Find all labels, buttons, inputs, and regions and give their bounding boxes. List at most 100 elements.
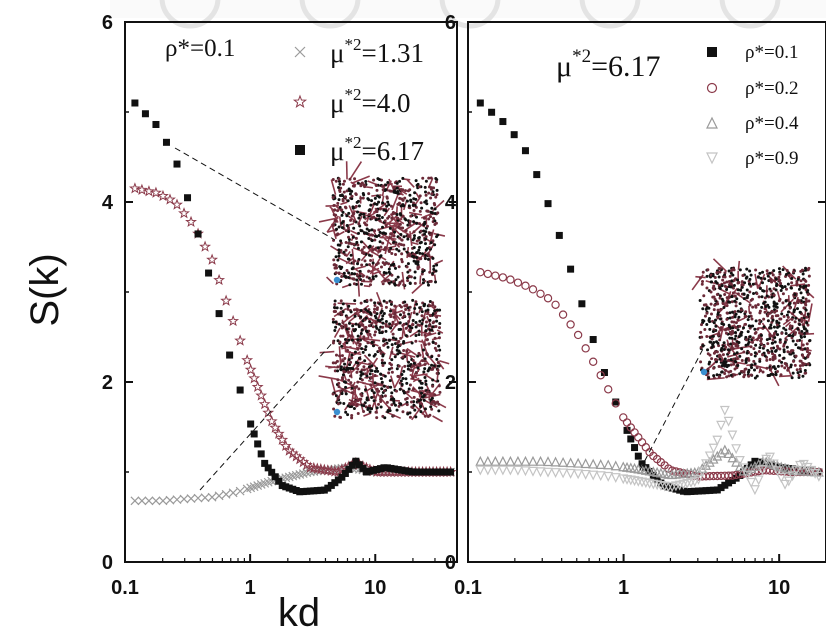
- data-point: [802, 462, 813, 473]
- inset-particle: [367, 253, 371, 257]
- inset-particle: [758, 286, 762, 290]
- inset-particle: [753, 327, 757, 331]
- inset-particle: [370, 239, 374, 243]
- inset-particle: [352, 219, 356, 223]
- inset-particle: [343, 356, 347, 360]
- inset-particle: [421, 281, 425, 285]
- inset-particle: [749, 345, 753, 349]
- inset-particle: [376, 261, 380, 265]
- legend-label-rho-0.4: ρ*=0.4: [745, 113, 799, 134]
- inset-particle: [701, 270, 705, 274]
- inset-particle: [363, 259, 367, 263]
- inset-particle: [375, 416, 379, 420]
- data-point: [565, 468, 576, 479]
- inset-particle: [716, 308, 720, 312]
- inset-particle: [745, 357, 749, 361]
- inset-chain-segment: [325, 365, 339, 369]
- inset-particle: [427, 324, 431, 328]
- inset-particle: [399, 232, 403, 236]
- inset-particle: [400, 252, 404, 256]
- inset-particle: [434, 280, 438, 284]
- data-point: [668, 484, 676, 492]
- data-point: [373, 465, 381, 473]
- inset-particle: [412, 311, 416, 315]
- inset-particle: [758, 346, 762, 350]
- legend-marker: [707, 47, 717, 57]
- inset-particle: [337, 254, 341, 258]
- inset-chain-segment: [339, 378, 358, 389]
- data-point: [712, 450, 723, 461]
- inset-particle: [775, 370, 779, 374]
- inset-particle: [437, 409, 441, 413]
- inset-particle: [718, 313, 722, 317]
- data-point: [214, 491, 224, 501]
- inset-particle: [703, 314, 707, 318]
- data-point: [298, 469, 308, 478]
- inset-particle: [384, 188, 388, 192]
- inset-particle: [412, 234, 416, 238]
- inset-particle: [354, 204, 358, 208]
- inset-particle: [386, 345, 390, 349]
- data-point: [269, 421, 282, 433]
- inset-particle: [736, 309, 740, 313]
- inset-particle: [436, 368, 440, 372]
- inset-chain-segment: [326, 215, 340, 233]
- inset-particle: [701, 307, 705, 311]
- inset-particle: [761, 370, 765, 374]
- inset-particle: [414, 321, 418, 325]
- inset-particle: [785, 268, 789, 272]
- inset-particle: [362, 279, 366, 283]
- inset-particle: [418, 245, 422, 249]
- data-point: [475, 455, 486, 466]
- inset-particle: [370, 395, 374, 399]
- inset-particle: [803, 368, 807, 372]
- inset-particle: [399, 402, 403, 406]
- data-point: [205, 269, 213, 277]
- inset-particle: [378, 346, 382, 350]
- inset-particle: [431, 384, 435, 388]
- data-point: [727, 452, 738, 463]
- y-tick-label: 4: [445, 192, 457, 214]
- data-point: [355, 461, 363, 469]
- inset-particle: [380, 225, 384, 229]
- inset-particle: [377, 389, 381, 393]
- inset-particle: [728, 274, 732, 278]
- data-point: [213, 273, 226, 286]
- inset-chain-segment: [338, 358, 344, 369]
- data-point: [207, 492, 217, 502]
- inset-particle: [339, 324, 343, 328]
- inset-particle: [341, 197, 345, 201]
- inset-particle: [792, 301, 796, 305]
- inset-particle: [422, 370, 426, 374]
- inset-particle: [743, 281, 747, 285]
- inset-particle: [350, 416, 354, 420]
- inset-particle: [770, 309, 774, 313]
- inset-particle: [705, 311, 709, 315]
- inset-particle: [435, 315, 439, 319]
- inset-particle: [724, 345, 728, 349]
- inset-particle: [791, 349, 795, 353]
- inset-particle: [705, 335, 709, 339]
- inset-particle: [377, 234, 381, 238]
- data-point: [742, 470, 753, 481]
- inset-particle: [724, 331, 728, 335]
- inset-particle: [332, 310, 336, 314]
- inset-particle: [367, 365, 371, 369]
- inset-chain-segment: [389, 213, 401, 228]
- inset-particle: [412, 246, 416, 250]
- inset-particle: [428, 318, 432, 322]
- inset-particle: [333, 299, 337, 303]
- inset-particle: [402, 311, 406, 315]
- inset-particle: [714, 358, 718, 362]
- inset-particle: [790, 317, 794, 321]
- inset-particle: [776, 346, 780, 350]
- legend-label-2: μ*2=4.0: [330, 85, 410, 118]
- inset-particle: [792, 310, 796, 314]
- inset-particle: [718, 294, 722, 298]
- inset-particle: [803, 347, 807, 351]
- inset-particle: [367, 324, 371, 328]
- inset-particle: [794, 354, 798, 358]
- inset-particle: [738, 302, 742, 306]
- data-point: [142, 185, 155, 197]
- inset-particle: [704, 303, 708, 307]
